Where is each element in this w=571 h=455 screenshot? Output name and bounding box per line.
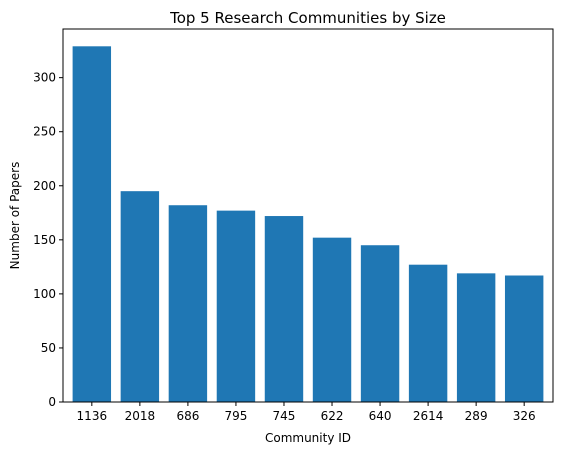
bar-795 (216, 210, 256, 402)
x-tick-label: 2614 (413, 409, 444, 423)
x-tick-label: 1136 (77, 409, 108, 423)
bar-745 (264, 216, 304, 402)
x-tick-label: 686 (176, 409, 199, 423)
bar-326 (504, 275, 544, 402)
y-tick-label: 250 (33, 125, 56, 139)
y-tick-label: 150 (33, 233, 56, 247)
x-tick-label: 745 (273, 409, 296, 423)
x-axis-label: Community ID (265, 431, 351, 445)
y-tick-label: 200 (33, 179, 56, 193)
plot-frame (62, 28, 554, 403)
x-tick-label: 289 (465, 409, 488, 423)
bar-2018 (120, 191, 160, 402)
chart-title: Top 5 Research Communities by Size (169, 9, 446, 27)
y-axis: 0 50 100 150 200 250 300 (33, 71, 63, 409)
bar-289 (456, 273, 496, 402)
x-tick-label: 326 (513, 409, 536, 423)
bar-640 (360, 245, 400, 402)
x-tick-label: 2018 (125, 409, 156, 423)
y-tick-label: 100 (33, 287, 56, 301)
y-tick-label: 0 (48, 395, 56, 409)
bar-686 (168, 205, 208, 402)
bars (72, 46, 544, 402)
y-tick-label: 300 (33, 71, 56, 85)
x-tick-label: 640 (369, 409, 392, 423)
bar-1136 (72, 46, 112, 402)
bar-2614 (408, 264, 448, 402)
y-tick-label: 50 (41, 341, 56, 355)
x-tick-label: 622 (321, 409, 344, 423)
x-axis: 1136 2018 686 795 745 622 640 2614 289 326 (77, 402, 536, 423)
bar-622 (312, 237, 352, 402)
y-axis-label: Number of Papers (8, 162, 22, 270)
x-tick-label: 795 (224, 409, 247, 423)
